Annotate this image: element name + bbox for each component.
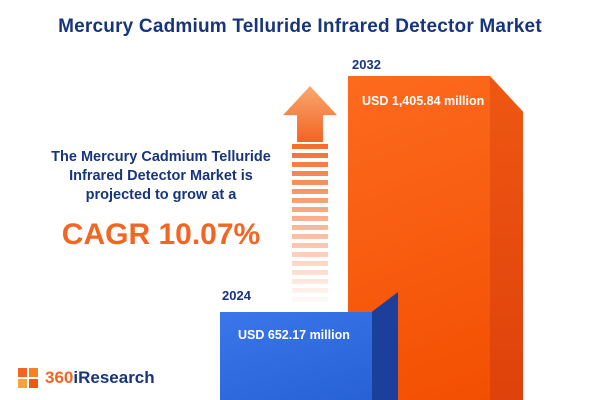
bar-2032-year-label: 2032: [352, 57, 381, 72]
logo-text-iresearch: iResearch: [73, 368, 155, 387]
bar-2024-value-label: USD 652.17 million: [238, 328, 350, 342]
bar-2032-value-label: USD 1,405.84 million: [362, 94, 485, 108]
bar-2024: [220, 312, 372, 400]
annotation-line-1: The Mercury Cadmium Telluride: [51, 149, 271, 165]
bar-2024-year-label: 2024: [222, 288, 251, 303]
growth-arrow-icon: [283, 86, 337, 142]
growth-annotation: The Mercury Cadmium Telluride Infrared D…: [26, 148, 296, 255]
growth-arrow-tail-stripes: [292, 144, 328, 302]
logo-squares-icon: [18, 368, 38, 388]
page-title: Mercury Cadmium Telluride Infrared Detec…: [58, 16, 542, 37]
brand-logo: 360iResearch: [18, 368, 155, 388]
logo-text: 360iResearch: [45, 368, 155, 388]
bar-2024-side-face: [371, 292, 398, 400]
cagr-value: CAGR 10.07%: [61, 218, 261, 252]
annotation-line-2: Infrared Detector Market is: [69, 168, 253, 185]
annotation-line-3: projected to grow at a: [85, 187, 237, 204]
bar-2032-side-face: [490, 76, 523, 400]
logo-text-360: 360: [45, 368, 74, 387]
